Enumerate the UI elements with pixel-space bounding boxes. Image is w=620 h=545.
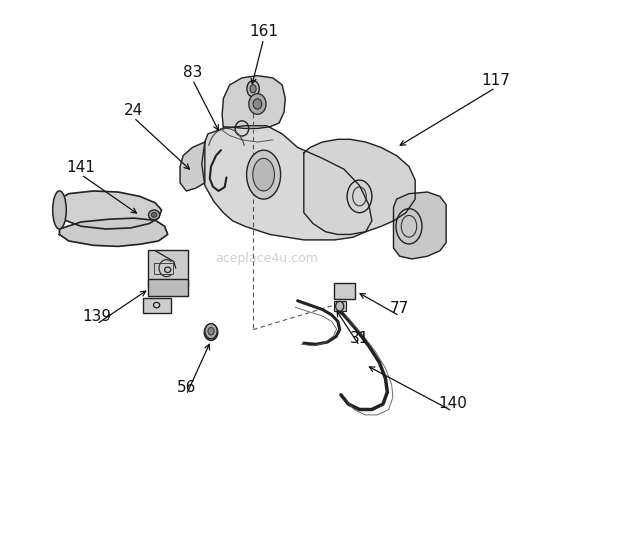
Ellipse shape [250, 84, 256, 93]
Polygon shape [394, 192, 446, 259]
Text: aceplace4u.com: aceplace4u.com [215, 252, 318, 265]
Bar [154, 263, 172, 274]
Text: 56: 56 [177, 380, 196, 395]
Bar [143, 298, 170, 313]
Polygon shape [222, 76, 285, 129]
Text: 24: 24 [124, 102, 143, 118]
Ellipse shape [335, 301, 343, 311]
Ellipse shape [208, 328, 214, 335]
Bar [148, 279, 188, 296]
Text: 31: 31 [350, 331, 369, 346]
Ellipse shape [165, 267, 171, 272]
Ellipse shape [149, 210, 160, 220]
Polygon shape [304, 140, 415, 234]
Ellipse shape [204, 324, 218, 341]
Text: 161: 161 [249, 24, 278, 39]
Ellipse shape [53, 191, 66, 229]
Text: 140: 140 [438, 396, 467, 411]
Polygon shape [60, 191, 162, 229]
Text: 83: 83 [183, 64, 202, 80]
Text: 139: 139 [82, 309, 111, 324]
Ellipse shape [249, 94, 266, 114]
Ellipse shape [253, 99, 262, 109]
Text: 77: 77 [390, 301, 409, 316]
Polygon shape [180, 142, 205, 191]
Ellipse shape [154, 302, 160, 308]
Ellipse shape [205, 324, 217, 339]
Polygon shape [202, 126, 372, 240]
Text: 141: 141 [67, 160, 95, 174]
Ellipse shape [208, 329, 214, 336]
Ellipse shape [253, 159, 275, 191]
Text: 117: 117 [481, 72, 510, 88]
Ellipse shape [247, 81, 259, 97]
Bar [334, 301, 346, 311]
Bar [148, 251, 188, 286]
Ellipse shape [247, 150, 281, 199]
Bar [334, 283, 355, 299]
Polygon shape [60, 218, 168, 246]
Ellipse shape [151, 213, 157, 217]
